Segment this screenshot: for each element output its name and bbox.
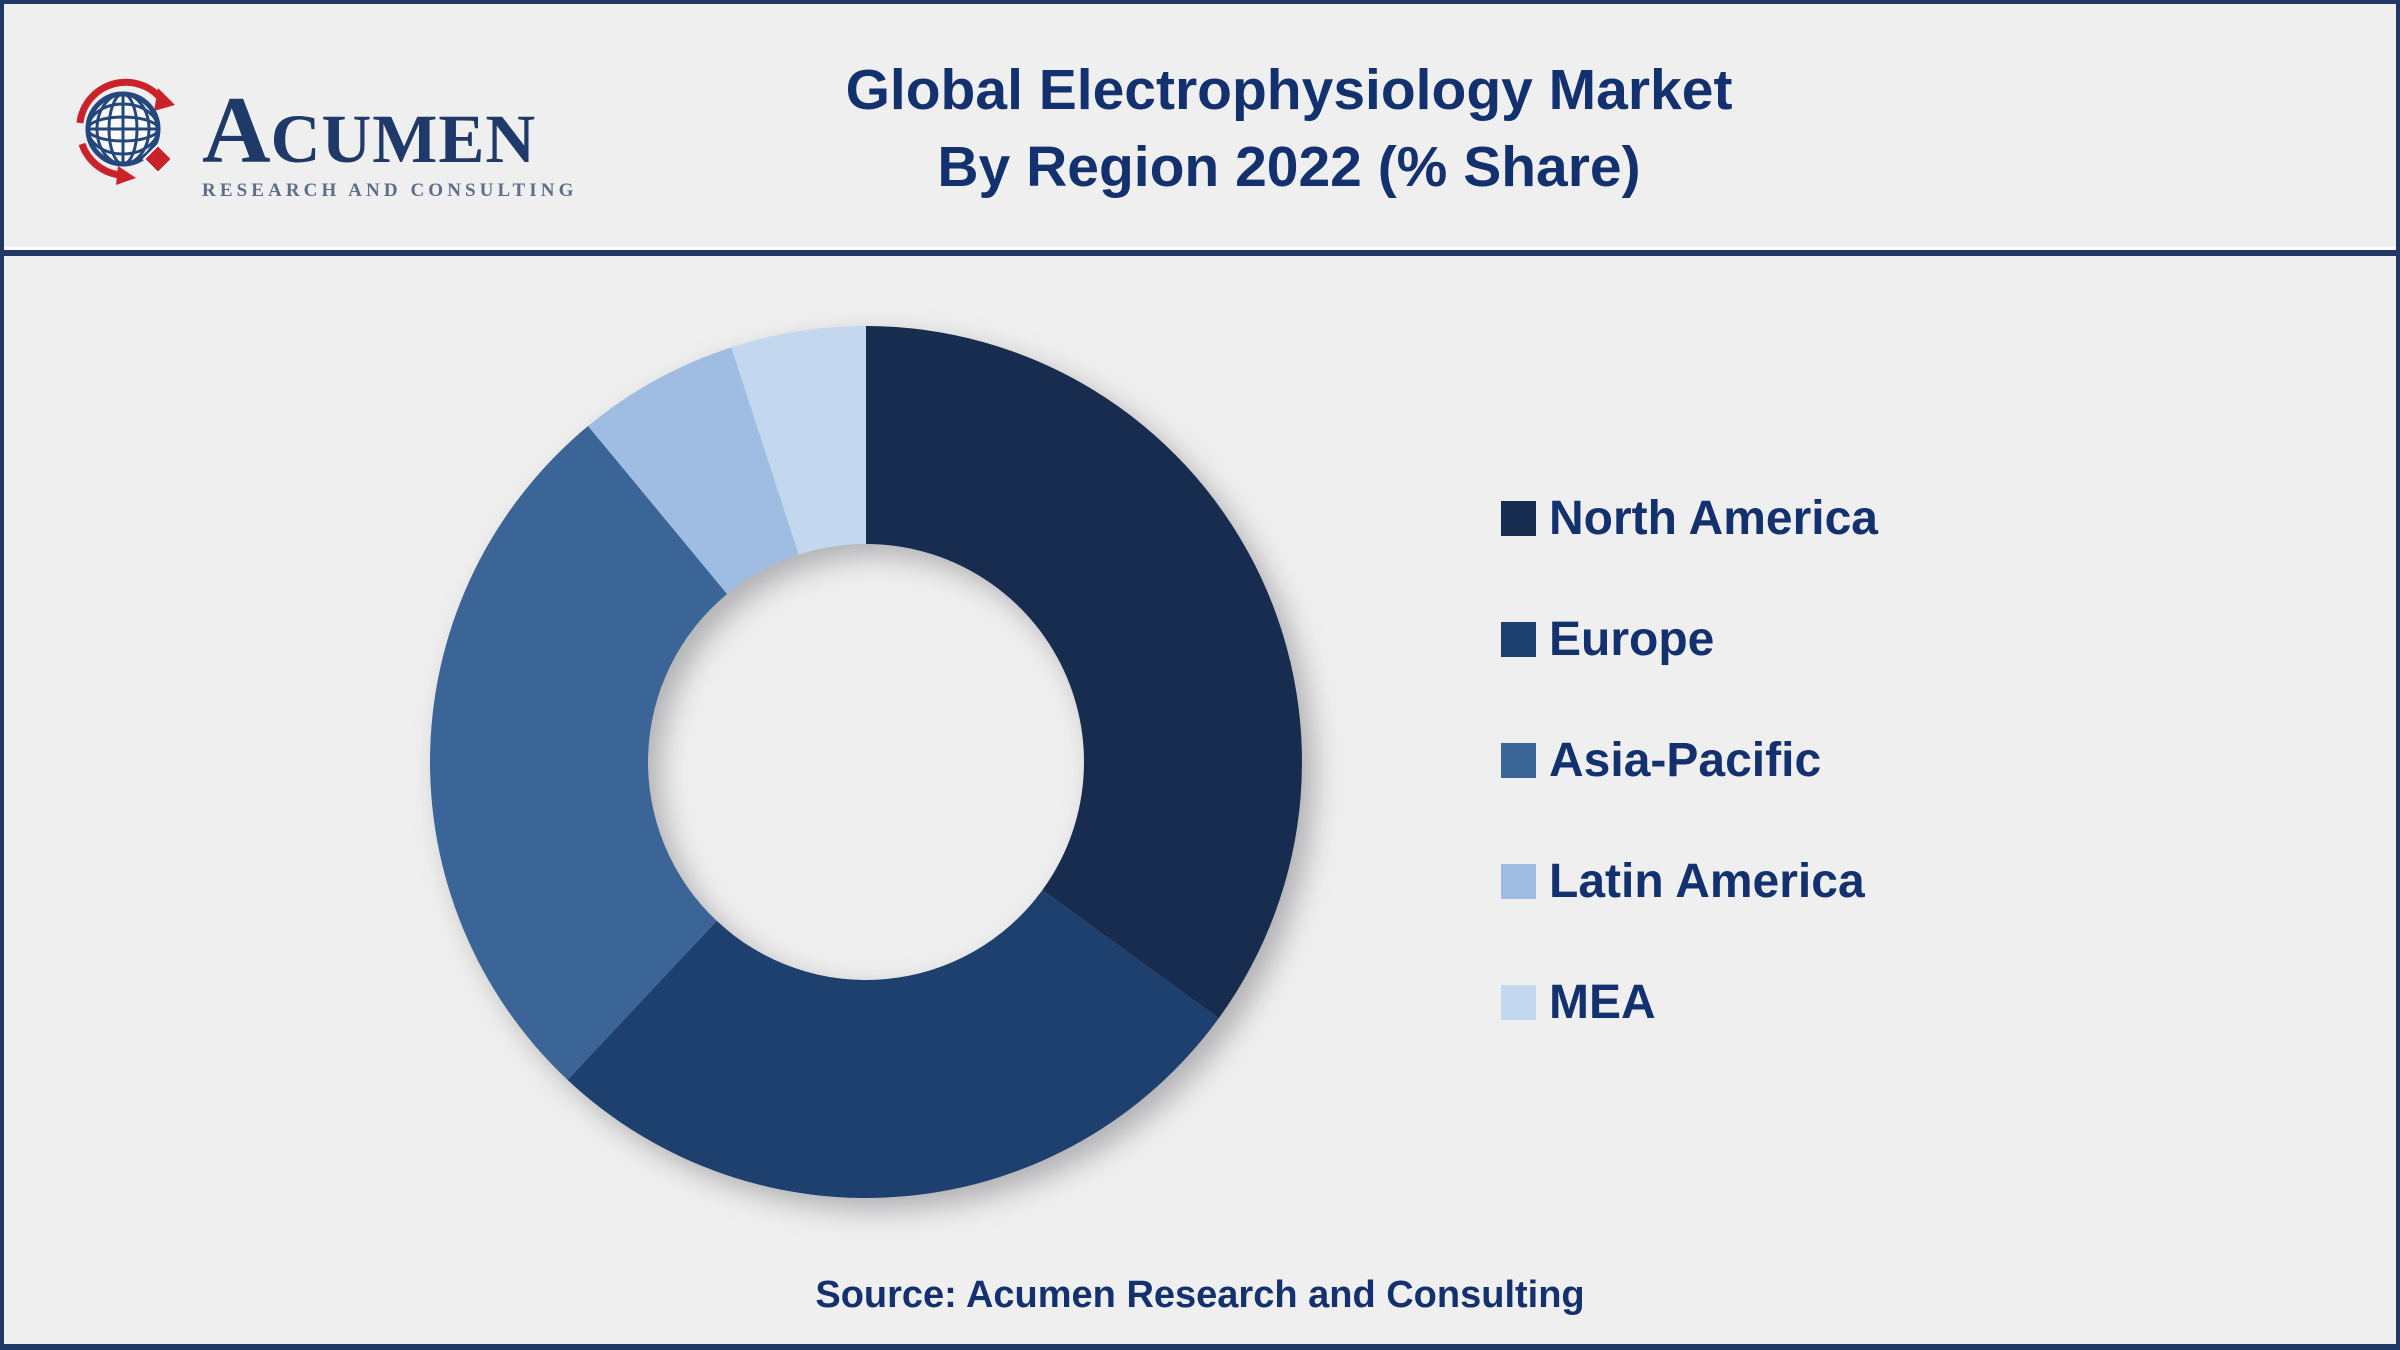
donut-slice-asia-pacific: [430, 426, 728, 1080]
chart-title-line2: By Region 2022 (% Share): [937, 135, 1641, 199]
legend-marker-europe: [1501, 621, 1536, 657]
logo-name-initial: A: [202, 77, 271, 183]
logo-diamond: [142, 143, 174, 175]
legend-item-north-america: North America: [1501, 491, 1878, 545]
donut-slice-latin-america: [588, 347, 799, 595]
donut-slice-mea: [731, 326, 866, 555]
legend-label-mea: MEA: [1549, 975, 1656, 1029]
donut-slice-north-america: [866, 326, 1302, 1019]
globe-icon: [76, 78, 175, 185]
legend-item-latin-america: Latin America: [1501, 854, 1878, 908]
header: ACUMEN RESEARCH AND CONSULTING Global El…: [4, 4, 2396, 247]
chart-legend: North America Europe Asia-Pacific Latin …: [1501, 492, 1878, 1097]
logo-tagline: RESEARCH AND CONSULTING: [202, 179, 578, 201]
legend-item-mea: MEA: [1501, 975, 1878, 1029]
legend-item-asia-pacific: Asia-Pacific: [1501, 733, 1878, 787]
legend-label-asia-pacific: Asia-Pacific: [1549, 733, 1822, 787]
chart-title-line1: Global Electrophysiology Market: [845, 58, 1733, 122]
legend-label-latin-america: Latin America: [1549, 854, 1865, 908]
logo-text: ACUMEN RESEARCH AND CONSULTING: [202, 74, 578, 202]
header-divider: [4, 247, 2396, 256]
source-note: Source: Acumen Research and Consulting: [815, 1274, 1585, 1316]
legend-marker-asia-pacific: [1501, 742, 1536, 778]
legend-marker-latin-america: [1501, 863, 1536, 899]
legend-marker-mea: [1501, 984, 1536, 1020]
legend-label-europe: Europe: [1549, 612, 1715, 666]
logo-swoosh-arrows: [76, 78, 175, 185]
chart-title: Global Electrophysiology Market By Regio…: [624, 52, 1954, 206]
globe-wireframe: [85, 91, 161, 167]
logo-name-rest: CUMEN: [270, 101, 537, 177]
legend-item-europe: Europe: [1501, 612, 1878, 666]
donut-chart: [430, 326, 1302, 1198]
legend-marker-north-america: [1501, 500, 1536, 536]
logo-name: ACUMEN: [202, 83, 578, 178]
legend-label-north-america: North America: [1549, 491, 1878, 545]
acumen-logo: ACUMEN RESEARCH AND CONSULTING: [74, 74, 578, 202]
donut-slice-europe: [567, 890, 1219, 1198]
